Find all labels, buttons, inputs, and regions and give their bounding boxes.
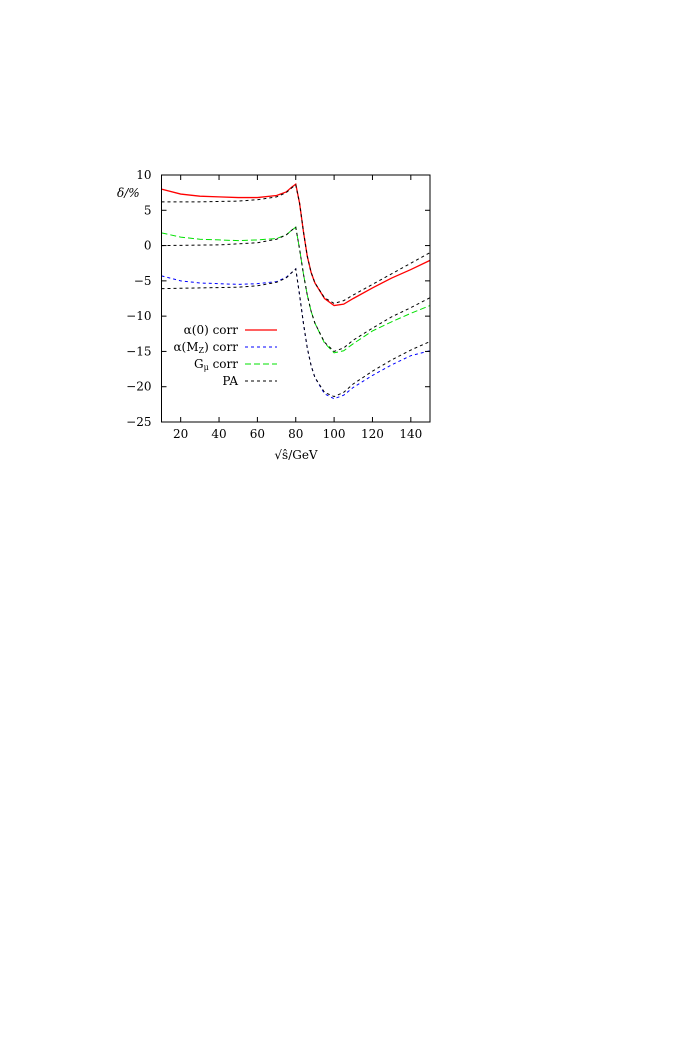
legend-label: PA — [222, 374, 238, 388]
plot-frame — [161, 174, 431, 423]
series-line-1 — [161, 184, 431, 304]
y-axis-label: δ/% — [117, 186, 140, 200]
x-tick-label: 40 — [211, 427, 226, 441]
x-tick-label: 60 — [250, 427, 265, 441]
y-tick-label: 5 — [144, 203, 152, 217]
x-tick-label: 120 — [361, 427, 384, 441]
y-tick-label: −20 — [126, 380, 151, 394]
series-line-3 — [161, 267, 431, 398]
series-line-0 — [161, 183, 431, 307]
y-tick-label: 10 — [136, 168, 151, 182]
y-tick-label: 0 — [144, 239, 152, 253]
series-line-4 — [161, 226, 431, 354]
x-axis-label: √ŝ/GeV — [274, 448, 318, 462]
y-tick-label: −25 — [126, 415, 151, 429]
legend-label: Gμ corr — [194, 357, 238, 372]
ticks: 20 40 60 80 100 120 140 10 5 0 −5 −10 −15 −20 −25 — [126, 168, 430, 441]
legend: α(0) corr α(MZ) corr Gμ corr PA — [173, 323, 277, 388]
x-tick-label: 80 — [288, 427, 303, 441]
x-tick-label: 140 — [399, 427, 422, 441]
x-tick-label: 100 — [323, 427, 346, 441]
y-tick-label: −10 — [126, 309, 151, 323]
y-tick-label: −15 — [126, 344, 151, 358]
y-tick-label: −5 — [134, 274, 152, 288]
series-line-5 — [161, 226, 431, 353]
curves — [161, 183, 431, 400]
legend-label: α(0) corr — [184, 323, 239, 337]
legend-label: α(MZ) corr — [173, 340, 238, 355]
x-tick-label: 20 — [173, 427, 188, 441]
